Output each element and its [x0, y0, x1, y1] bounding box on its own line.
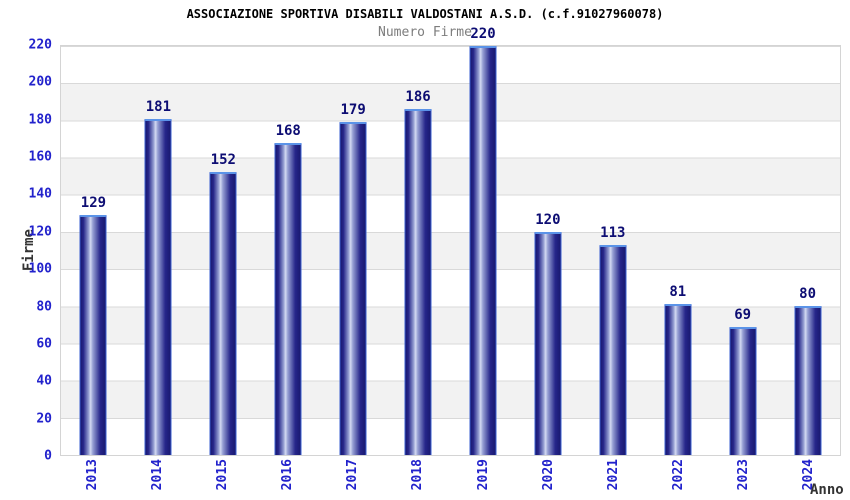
x-tick-label: 2020 — [540, 459, 556, 491]
x-tick-label: 2014 — [150, 459, 166, 491]
bar-2016 — [274, 142, 302, 455]
bar-2014 — [144, 118, 172, 455]
y-tick-label: 140 — [28, 186, 52, 202]
x-tick-label: 2023 — [735, 459, 751, 491]
bar-2018 — [404, 109, 432, 455]
y-tick-label: 20 — [36, 411, 52, 427]
bar-2015 — [209, 172, 237, 455]
x-tick-label: 2017 — [345, 459, 361, 491]
bar-cell: 113 — [580, 46, 645, 455]
x-label-cell: 2016 — [255, 459, 320, 499]
bar-2021 — [599, 244, 627, 455]
bar-2020 — [534, 231, 562, 455]
x-label-cell: 2022 — [646, 459, 711, 499]
y-tick-label: 220 — [28, 37, 52, 53]
y-ticks: 0 20 40 60 80 100 120 140 160 180 200 220 — [0, 38, 52, 464]
bar-2019 — [469, 46, 497, 455]
x-label-cell: 2017 — [320, 459, 385, 499]
y-tick-label: 100 — [28, 261, 52, 277]
x-tick-label: 2015 — [215, 459, 231, 491]
x-label-cell: 2019 — [450, 459, 515, 499]
x-tick-label: 2016 — [280, 459, 296, 491]
bar-value-label: 152 — [210, 152, 236, 169]
bar-value-label: 69 — [734, 306, 752, 323]
bar-2013 — [79, 215, 107, 455]
y-tick-label: 40 — [36, 373, 52, 389]
x-tick-label: 2022 — [670, 459, 686, 491]
bar-value-label: 186 — [405, 89, 431, 106]
x-tick-label: 2013 — [85, 459, 101, 491]
chart-subtitle: Numero Firme — [378, 25, 472, 40]
y-tick-label: 80 — [36, 299, 52, 315]
bar-cell: 186 — [386, 46, 451, 455]
bar-value-label: 179 — [340, 102, 366, 119]
bar-cell: 220 — [451, 26, 516, 455]
bar-cell: 69 — [710, 46, 775, 455]
bar-cell: 120 — [515, 46, 580, 455]
x-label-cell: 2023 — [711, 459, 776, 499]
x-labels-row: 2013 2014 2015 2016 2017 2018 2019 2020 2021 2022… — [60, 459, 841, 499]
bar-value-label: 181 — [145, 98, 172, 115]
bar-cell: 80 — [775, 46, 840, 455]
bar-cell: 168 — [256, 46, 321, 455]
x-label-cell: 2015 — [190, 459, 255, 499]
bar-value-label: 81 — [669, 284, 687, 301]
x-label-cell: 2014 — [125, 459, 190, 499]
bar-cell: 129 — [61, 46, 126, 455]
x-label-cell: 2013 — [60, 459, 125, 499]
x-label-cell: 2021 — [581, 459, 646, 499]
bar-2024 — [794, 306, 822, 455]
y-tick-label: 160 — [28, 149, 52, 165]
x-tick-label: 2021 — [605, 459, 621, 491]
y-tick-label: 200 — [28, 74, 52, 90]
bar-cell: 179 — [321, 46, 386, 455]
bar-value-label: 80 — [799, 286, 817, 303]
x-tick-label: 2018 — [410, 459, 426, 491]
x-axis-title: Anno — [810, 482, 844, 498]
y-tick-label: 120 — [28, 224, 52, 240]
bar-value-label: 220 — [470, 26, 496, 42]
y-tick-label: 0 — [44, 448, 52, 464]
bars-row: 129 181 152 168 179 186 220 120 113 81 69 80 — [61, 26, 840, 455]
bar-value-label: 120 — [535, 211, 561, 228]
bar-value-label: 168 — [275, 122, 301, 139]
bar-value-label: 129 — [80, 195, 107, 212]
bar-value-label: 113 — [600, 224, 626, 241]
x-label-cell: 2020 — [516, 459, 581, 499]
bar-2023 — [729, 326, 757, 455]
bar-2022 — [664, 304, 692, 455]
bar-2017 — [339, 122, 367, 455]
x-tick-label: 2019 — [475, 459, 491, 491]
chart-title: ASSOCIAZIONE SPORTIVA DISABILI VALDOSTAN… — [186, 7, 664, 21]
plot-area: 129 181 152 168 179 186 220 120 113 81 69 80 — [60, 26, 841, 456]
bar-cell: 81 — [645, 46, 710, 455]
y-tick-label: 180 — [28, 112, 52, 128]
bar-cell: 181 — [126, 46, 191, 455]
x-label-cell: 2018 — [385, 459, 450, 499]
bar-cell: 152 — [191, 46, 256, 455]
y-tick-label: 60 — [36, 336, 52, 352]
